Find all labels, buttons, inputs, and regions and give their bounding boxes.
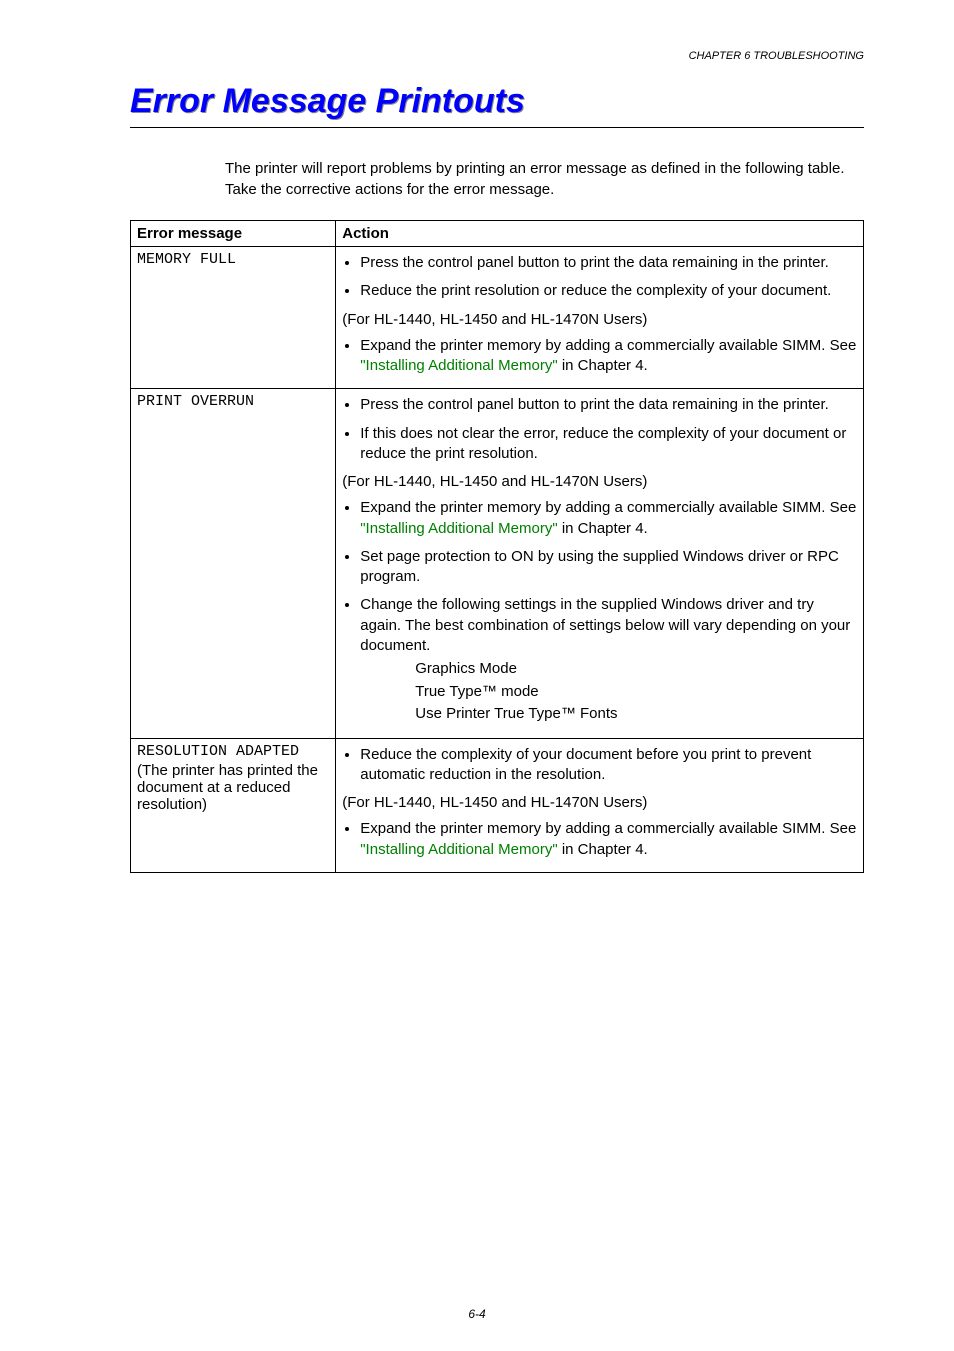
column-header-action: Action <box>336 221 864 247</box>
text-fragment: Expand the printer memory by adding a co… <box>360 820 856 837</box>
action-cell: Reduce the complexity of your document b… <box>336 738 864 872</box>
list-item: Expand the printer memory by adding a co… <box>360 819 857 860</box>
action-cell: Press the control panel button to print … <box>336 247 864 389</box>
link-text[interactable]: "Installing Additional Memory" <box>360 357 557 374</box>
list-item: Reduce the print resolution or reduce th… <box>360 281 857 301</box>
link-text[interactable]: "Installing Additional Memory" <box>360 841 557 858</box>
error-cell: PRINT OVERRUN <box>131 389 336 738</box>
page-footer: 6-4 <box>0 1307 954 1321</box>
bullet-list: Expand the printer memory by adding a co… <box>342 498 857 725</box>
indent-item: Graphics Mode <box>415 658 857 681</box>
link-text[interactable]: "Installing Additional Memory" <box>360 520 557 537</box>
bullet-list: Reduce the complexity of your document b… <box>342 745 857 786</box>
indent-item: Use Printer True Type™ Fonts <box>415 703 857 726</box>
list-item: Set page protection to ON by using the s… <box>360 547 857 588</box>
text-fragment: in Chapter 4. <box>558 357 648 374</box>
error-note: (The printer has printed the document at… <box>137 762 329 813</box>
list-item: Expand the printer memory by adding a co… <box>360 498 857 539</box>
indent-item: True Type™ mode <box>415 681 857 704</box>
text-fragment: Expand the printer memory by adding a co… <box>360 499 856 516</box>
text-fragment: Change the following settings in the sup… <box>360 596 850 654</box>
bullet-list: Press the control panel button to print … <box>342 395 857 464</box>
error-cell: RESOLUTION ADAPTED (The printer has prin… <box>131 738 336 872</box>
bullet-list: Expand the printer memory by adding a co… <box>342 336 857 377</box>
table-row: PRINT OVERRUN Press the control panel bu… <box>131 389 864 738</box>
table-row: RESOLUTION ADAPTED (The printer has prin… <box>131 738 864 872</box>
page: CHAPTER 6 TROUBLESHOOTING Error Message … <box>0 0 954 1351</box>
table-header-row: Error message Action <box>131 221 864 247</box>
section-label: (For HL-1440, HL-1450 and HL-1470N Users… <box>342 793 857 813</box>
indent-list: Graphics Mode True Type™ mode Use Printe… <box>415 658 857 726</box>
bullet-list: Expand the printer memory by adding a co… <box>342 819 857 860</box>
text-fragment: Expand the printer memory by adding a co… <box>360 337 856 354</box>
error-message-table: Error message Action MEMORY FULL Press t… <box>130 220 864 873</box>
action-cell: Press the control panel button to print … <box>336 389 864 738</box>
error-code: RESOLUTION ADAPTED <box>137 743 299 760</box>
list-item: Reduce the complexity of your document b… <box>360 745 857 786</box>
intro-paragraph: The printer will report problems by prin… <box>225 158 864 200</box>
error-cell: MEMORY FULL <box>131 247 336 389</box>
list-item: Expand the printer memory by adding a co… <box>360 336 857 377</box>
column-header-error: Error message <box>131 221 336 247</box>
bullet-list: Press the control panel button to print … <box>342 253 857 302</box>
section-label: (For HL-1440, HL-1450 and HL-1470N Users… <box>342 472 857 492</box>
section-label: (For HL-1440, HL-1450 and HL-1470N Users… <box>342 310 857 330</box>
list-item: If this does not clear the error, reduce… <box>360 424 857 465</box>
text-fragment: in Chapter 4. <box>558 841 648 858</box>
text-fragment: in Chapter 4. <box>558 520 648 537</box>
list-item: Press the control panel button to print … <box>360 395 857 415</box>
title-underline <box>130 127 864 128</box>
list-item: Change the following settings in the sup… <box>360 595 857 725</box>
chapter-header: CHAPTER 6 TROUBLESHOOTING <box>130 50 864 62</box>
page-title: Error Message Printouts <box>130 82 864 121</box>
list-item: Press the control panel button to print … <box>360 253 857 273</box>
table-row: MEMORY FULL Press the control panel butt… <box>131 247 864 389</box>
